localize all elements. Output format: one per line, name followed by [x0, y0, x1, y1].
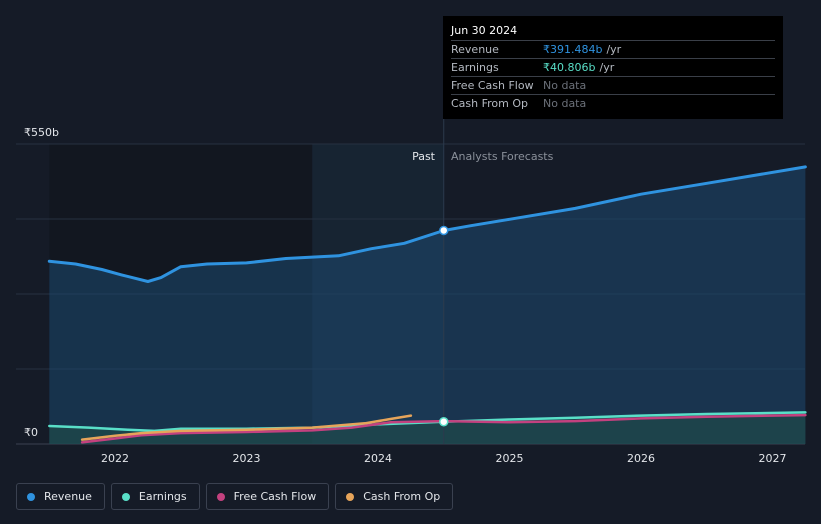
series-line-free-cash-flow [80, 413, 807, 444]
tooltip-date: Jun 30 2024 [451, 24, 518, 37]
tooltip-unit: /yr [599, 61, 615, 74]
legend-item-cash-from-op[interactable]: Cash From Op [335, 483, 454, 510]
legend-dot-icon [216, 492, 225, 501]
legend-item-earnings[interactable]: Earnings [110, 483, 200, 510]
tooltip-row-cash-from-op: Cash From Op No data [451, 94, 775, 112]
tooltip-label: Revenue [451, 43, 499, 56]
legend-label: Cash From Op [363, 490, 441, 503]
legend-dot-icon [27, 492, 35, 501]
marker-earnings [439, 416, 449, 427]
y-tick-label-zero: ₹0 [24, 426, 38, 439]
legend: Revenue Earnings Free Cash Flow Cash Fro… [16, 483, 454, 510]
tooltip-label: Earnings [451, 61, 499, 74]
x-tick-label: 2022 [101, 452, 129, 465]
legend-label: Revenue [44, 490, 92, 503]
hover-markers [439, 225, 449, 427]
x-tick-label: 2026 [627, 452, 655, 465]
tooltip-value: ₹40.806b [543, 61, 596, 74]
forecast-label: Analysts Forecasts [451, 150, 554, 163]
legend-label: Free Cash Flow [233, 490, 317, 503]
legend-item-revenue[interactable]: Revenue [16, 483, 105, 510]
legend-dot-icon [121, 492, 130, 501]
series-lines [47, 165, 807, 444]
tooltip-value: ₹391.484b [543, 43, 603, 56]
tooltip-row-free-cash-flow: Free Cash Flow No data [451, 76, 775, 94]
x-tick-label: 2027 [759, 452, 787, 465]
legend-item-free-cash-flow[interactable]: Free Cash Flow [205, 483, 330, 510]
x-tick-label: 2023 [233, 452, 261, 465]
series-area-revenue [49, 166, 806, 444]
series-line-revenue [47, 165, 807, 283]
x-tick-label: 2024 [364, 452, 392, 465]
x-tick-label: 2025 [496, 452, 524, 465]
tooltip-value: No data [543, 79, 587, 92]
legend-label: Earnings [138, 490, 187, 503]
series-line-cash-from-op [80, 414, 413, 441]
tooltip-row-revenue: Revenue ₹391.484b /yr [451, 40, 775, 58]
hover-tooltip: Jun 30 2024 Revenue ₹391.484b /yr Earnin… [443, 16, 783, 119]
legend-dot-icon [346, 492, 355, 501]
tooltip-unit: /yr [606, 43, 622, 56]
marker-revenue [439, 225, 449, 236]
past-label: Past [412, 150, 436, 163]
tooltip-label: Cash From Op [451, 97, 529, 110]
x-tick-labels: 2022 2023 2024 2025 2026 2027 [101, 452, 787, 465]
tooltip-value: No data [543, 97, 587, 110]
y-tick-label-top: ₹550b [24, 126, 59, 139]
tooltip-label: Free Cash Flow [451, 79, 534, 92]
tooltip-row-earnings: Earnings ₹40.806b /yr [451, 58, 775, 76]
